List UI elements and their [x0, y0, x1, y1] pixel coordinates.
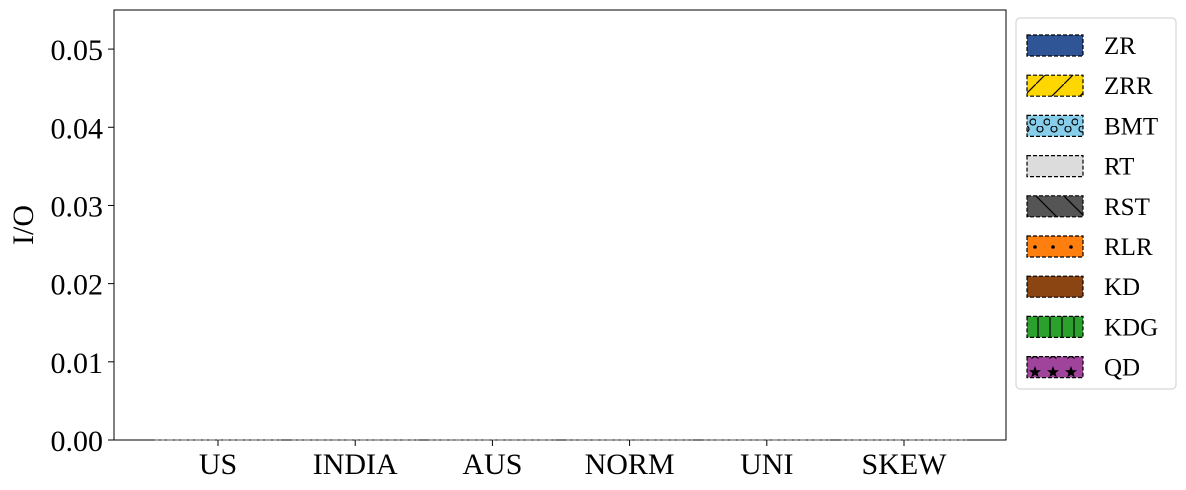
- plot-area: [113, 9, 1007, 441]
- legend-swatch-border: [1026, 315, 1084, 338]
- legend-swatch-border: [1026, 74, 1084, 97]
- legend-swatch: [1027, 276, 1083, 298]
- legend-label: RLR: [1104, 234, 1153, 261]
- x-tick-label: SKEW: [862, 448, 948, 481]
- legend-swatch-border: [1026, 34, 1084, 57]
- legend-swatch-hatch: [1027, 115, 1083, 137]
- x-tick-label: AUS: [462, 448, 522, 481]
- legend-label: KD: [1104, 274, 1140, 301]
- legend-swatch-hatch: [1027, 236, 1083, 257]
- legend-label: QD: [1104, 355, 1140, 382]
- y-tick-label: 0.04: [51, 112, 104, 145]
- y-tick-label: 0.01: [51, 347, 104, 380]
- legend-swatch-border: [1026, 235, 1084, 258]
- legend-label: RST: [1104, 194, 1150, 221]
- legend-item: BMT: [1026, 113, 1158, 140]
- x-tick-label: US: [199, 448, 237, 481]
- legend-item: RST: [1026, 194, 1150, 221]
- legend-swatch-hatch: [1027, 316, 1083, 338]
- legend-item: KD: [1026, 274, 1140, 301]
- y-tick-label: 0.05: [51, 34, 104, 67]
- legend-label: RT: [1104, 154, 1134, 181]
- legend-item: ZR: [1026, 33, 1136, 60]
- legend-swatch-border: [1026, 114, 1084, 138]
- legend-label: ZRR: [1104, 73, 1153, 100]
- legend-item: RT: [1026, 154, 1134, 181]
- x-tick-label: UNI: [740, 448, 793, 481]
- legend-swatch-hatch: [1027, 75, 1083, 97]
- legend-item: RLR: [1026, 234, 1153, 261]
- x-axis: US INDIA AUS NORM UNI SKEW: [199, 440, 947, 481]
- legend-swatch-border: [1026, 275, 1084, 298]
- y-axis: 0.00 0.01 0.02 0.03 0.04 0.05: [51, 34, 114, 458]
- legend-label: KDG: [1104, 314, 1158, 341]
- x-tick-label: NORM: [585, 448, 675, 481]
- legend-swatch: [1027, 35, 1083, 56]
- legend-swatch-border: [1026, 356, 1084, 379]
- legend-label: ZR: [1104, 33, 1136, 60]
- plot-frame: [113, 9, 1007, 441]
- y-axis-label: I/O: [7, 205, 40, 245]
- legend-item: ZRR: [1026, 73, 1153, 100]
- y-tick-label: 0.03: [51, 190, 104, 223]
- legend-swatch-border: [1026, 155, 1084, 178]
- legend-item: KDG: [1026, 314, 1158, 341]
- legend: ZR ZRR BMT RT RST RLR KD KDG QD: [1015, 17, 1177, 390]
- legend-swatch: [1027, 155, 1083, 177]
- legend-swatch-hatch: [1027, 195, 1083, 217]
- x-tick-label: INDIA: [313, 448, 398, 481]
- legend-swatch-hatch: [1027, 356, 1083, 378]
- legend-swatch-border: [1026, 195, 1084, 218]
- legend-item: QD: [1026, 355, 1140, 382]
- y-tick-label: 0.00: [51, 425, 104, 458]
- legend-label: BMT: [1104, 113, 1158, 140]
- y-tick-label: 0.02: [51, 269, 104, 302]
